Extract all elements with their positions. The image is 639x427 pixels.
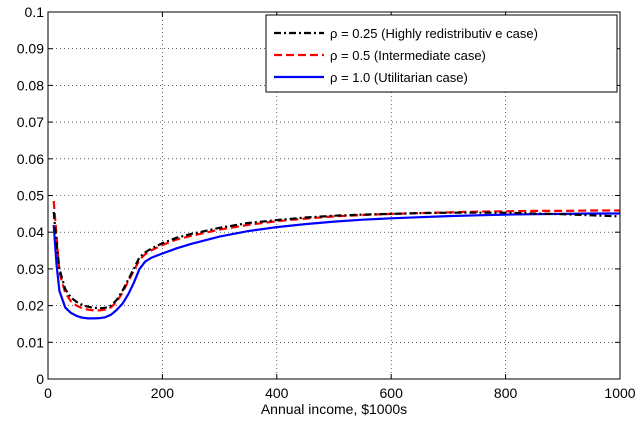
- y-tick-labels: 0 0.01 0.02 0.03 0.04 0.05 0.06 0.07 0.08 0.09 0.1: [17, 4, 44, 387]
- series-lines: [52, 200, 621, 320]
- legend-label: ρ = 0.25 (Highly redistributiv e case): [330, 26, 538, 41]
- x-tick-label: 200: [151, 385, 175, 401]
- series-line: [52, 200, 620, 312]
- y-tick-label: 0.02: [17, 298, 44, 314]
- y-tick-label: 0.03: [17, 261, 44, 277]
- x-tick-label: 600: [380, 385, 404, 401]
- legend-label: ρ = 1.0 (Utilitarian case): [330, 70, 468, 85]
- y-tick-label: 0.01: [17, 334, 44, 350]
- y-tick-label: 0.06: [17, 151, 44, 167]
- legend-label: ρ = 0.5 (Intermediate case): [330, 48, 486, 63]
- y-tick-label: 0.04: [17, 224, 44, 240]
- series-line: [52, 211, 621, 310]
- y-tick-label: 0.05: [17, 188, 44, 204]
- x-tick-labels: 0 200 400 600 800 1000: [44, 385, 636, 401]
- legend: ρ = 0.25 (Highly redistributiv e case) ρ …: [265, 14, 618, 93]
- x-tick-label: 400: [265, 385, 289, 401]
- x-axis-title: Annual income, $1000s: [261, 401, 407, 417]
- y-tick-label: 0.08: [17, 77, 44, 93]
- y-tick-label: 0.09: [17, 41, 44, 57]
- y-tick-label: 0: [36, 371, 44, 387]
- x-tick-label: 1000: [604, 385, 635, 401]
- x-tick-label: 0: [44, 385, 52, 401]
- plot-frame: [47, 11, 621, 380]
- y-tick-label: 0.1: [25, 4, 45, 20]
- x-tick-label: 800: [494, 385, 518, 401]
- legend-box: [265, 14, 618, 93]
- series-line: [52, 212, 620, 320]
- y-tick-label: 0.07: [17, 114, 44, 130]
